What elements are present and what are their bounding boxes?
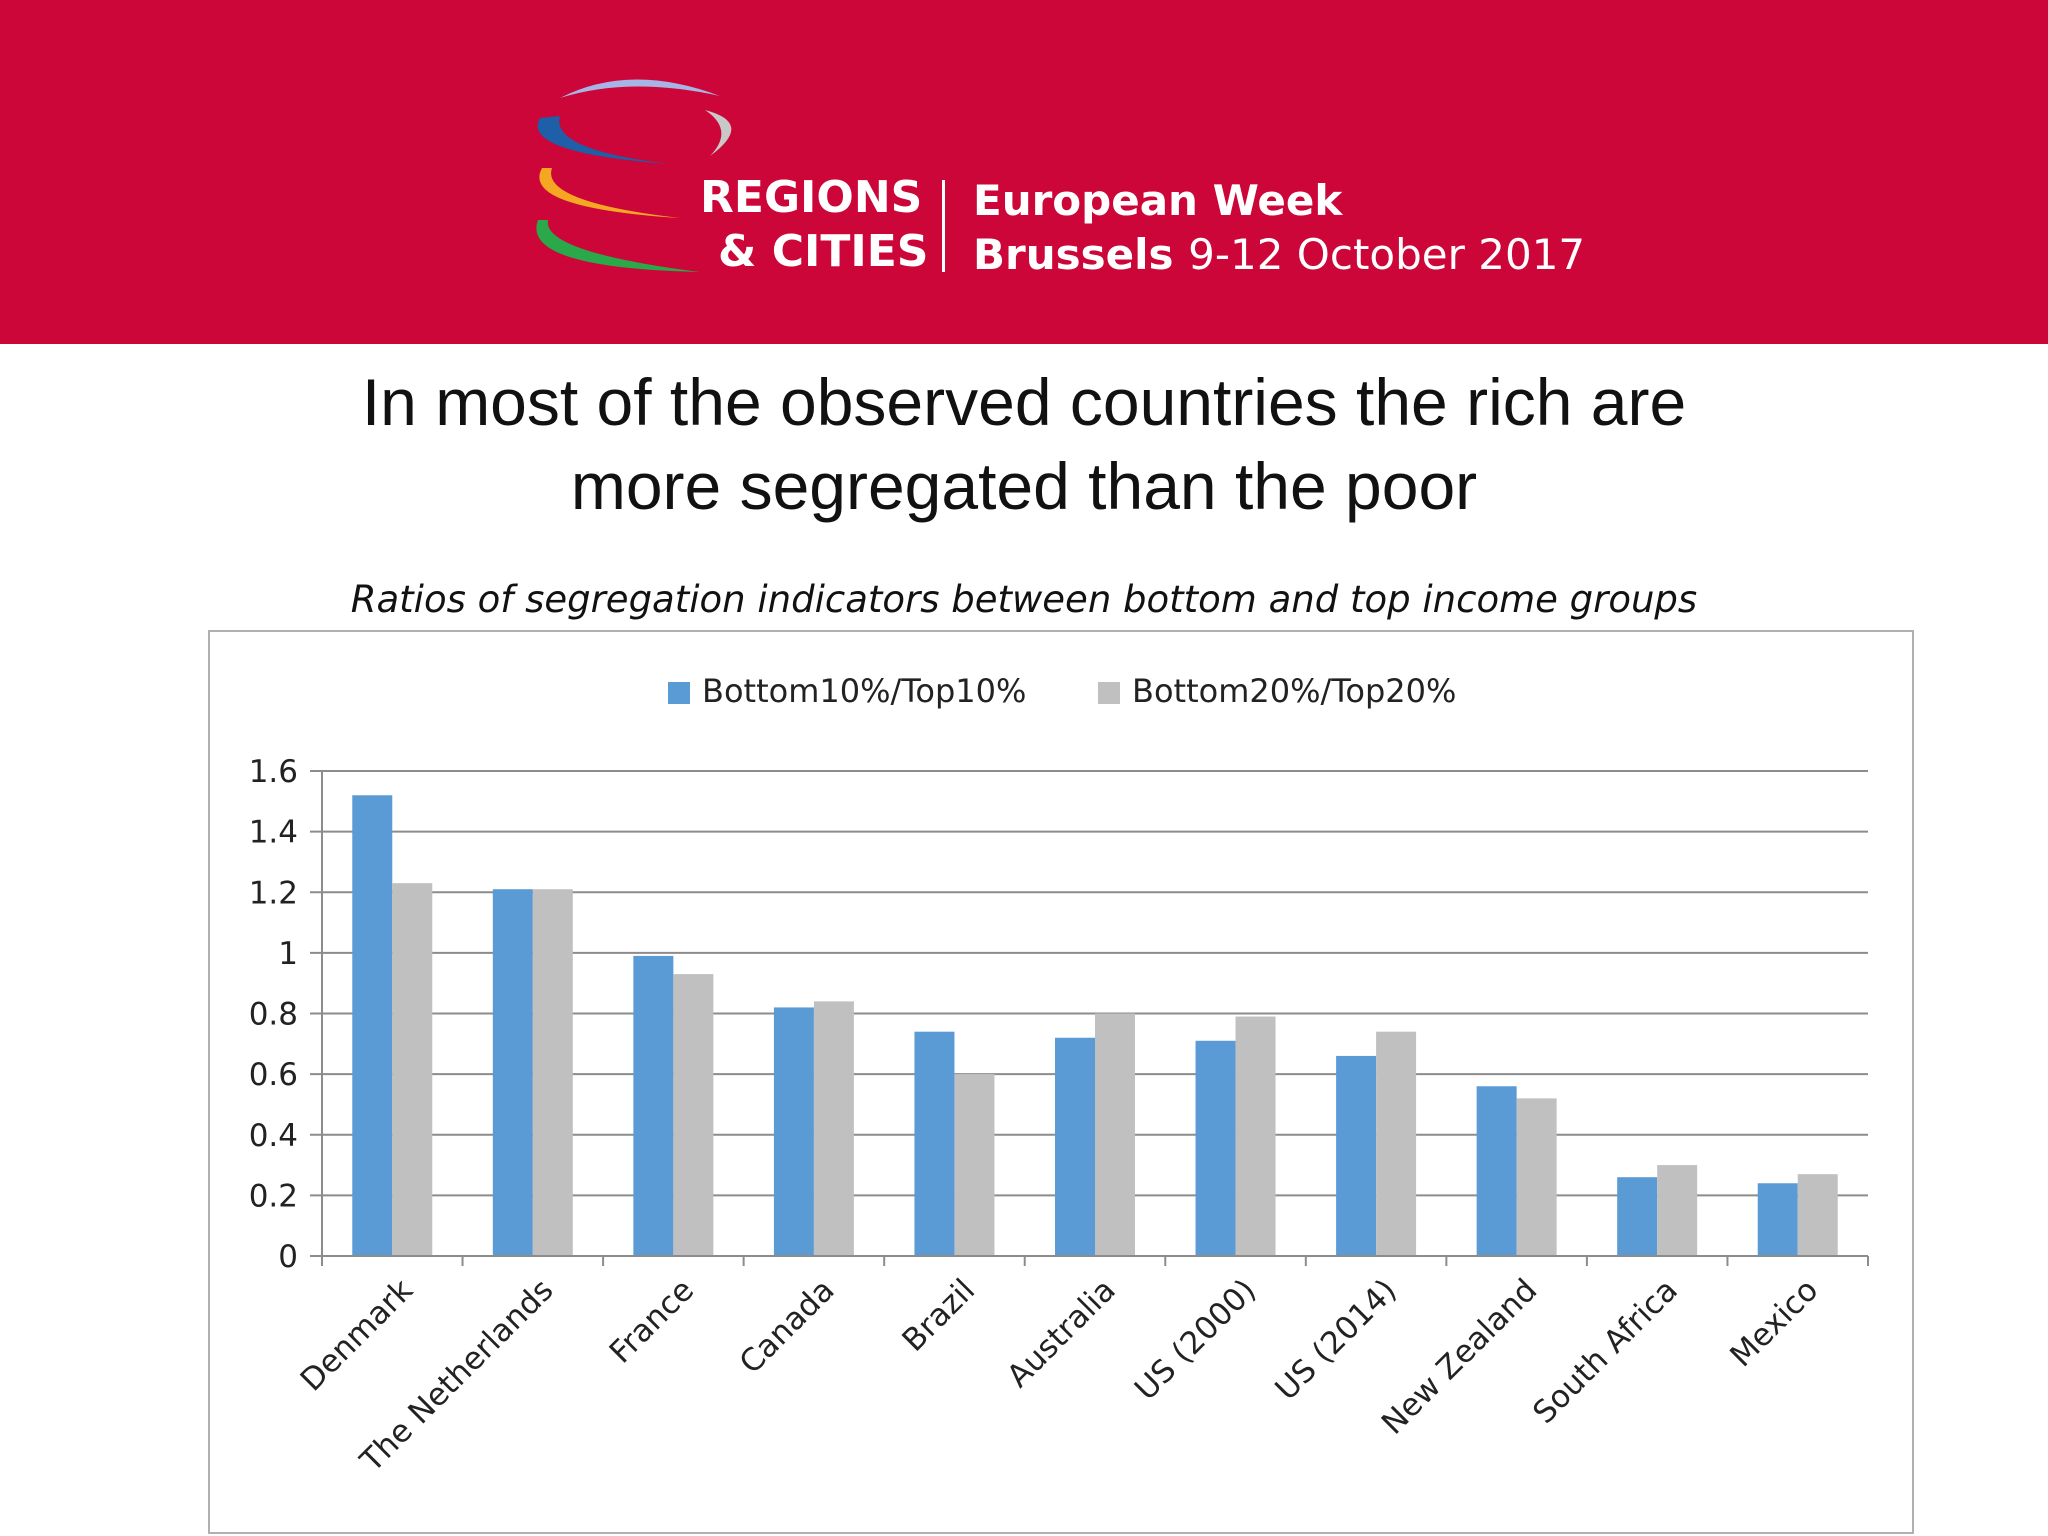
y-tick-label: 1.6 [249, 754, 298, 790]
x-category-label: France [603, 1272, 701, 1370]
event-city: Brussels [973, 230, 1174, 279]
logo-swoosh-lavender [560, 79, 720, 98]
bar-bottom10-top10 [1195, 1040, 1236, 1256]
x-category-label: Mexico [1723, 1272, 1825, 1374]
bar-bottom20-top20 [954, 1074, 995, 1256]
x-category-label: US (2014) [1268, 1272, 1403, 1407]
slide-title-line2: more segregated than the poor [570, 449, 1478, 523]
logo-swoosh-green [536, 220, 700, 272]
logo-text-cities: & CITIES [718, 226, 929, 277]
bar-bottom20-top20 [1095, 1013, 1135, 1256]
legend-label-bottom10-top10: Bottom10%/Top10% [702, 672, 1026, 710]
event-name: European Week [973, 176, 1343, 225]
bar-bottom10-top10 [1336, 1055, 1377, 1256]
bar-bottom10-top10 [914, 1031, 955, 1256]
y-tick-label: 0.6 [249, 1057, 298, 1093]
bar-bottom20-top20 [1516, 1098, 1557, 1256]
bar-bottom10-top10 [1476, 1086, 1517, 1256]
bar-bottom10-top10 [1617, 1177, 1658, 1256]
x-category-label: Brazil [895, 1272, 982, 1359]
bar-bottom20-top20 [813, 1001, 854, 1256]
bar-bottom20-top20 [392, 883, 433, 1256]
bar-bottom10-top10 [1757, 1183, 1798, 1256]
event-dates: 9-12 October 2017 [1188, 230, 1586, 279]
y-tick-label: 0.4 [249, 1118, 298, 1154]
bar-bottom10-top10 [633, 955, 674, 1256]
logo-swoosh-blue [537, 116, 670, 164]
y-tick-label: 1 [278, 936, 298, 972]
y-tick-label: 0.2 [249, 1178, 298, 1214]
x-category-label: US (2000) [1128, 1272, 1263, 1407]
y-tick-label: 1.2 [249, 875, 298, 911]
bar-bottom10-top10 [492, 889, 533, 1256]
bar-bottom20-top20 [673, 974, 714, 1256]
event-location-dates: Brussels 9-12 October 2017 [973, 230, 1585, 279]
chart-subtitle: Ratios of segregation indicators between… [350, 578, 1698, 621]
logo-swoosh-orange [539, 168, 680, 218]
y-tick-label: 1.4 [249, 815, 298, 851]
y-tick-label: 0 [278, 1239, 298, 1275]
legend-swatch-bottom10-top10 [668, 682, 690, 704]
bar-bottom20-top20 [1235, 1016, 1276, 1256]
legend-swatch-bottom20-top20 [1098, 682, 1120, 704]
bar-bottom10-top10 [352, 795, 393, 1256]
header-banner: REGIONS & CITIES European Week Brussels … [0, 0, 2048, 344]
x-category-label: South Africa [1526, 1272, 1685, 1431]
y-tick-label: 0.8 [249, 997, 298, 1033]
logo-swoosh-grey [705, 110, 732, 156]
bar-bottom20-top20 [1657, 1165, 1698, 1256]
bar-bottom10-top10 [1055, 1037, 1095, 1256]
logo-text-regions: REGIONS [700, 172, 923, 223]
x-category-label: Canada [733, 1272, 842, 1381]
logo-divider [942, 180, 945, 272]
bar-bottom10-top10 [773, 1007, 814, 1256]
slide-title: In most of the observed countries the ri… [0, 360, 2048, 528]
bar-bottom20-top20 [1376, 1031, 1417, 1256]
legend-label-bottom20-top20: Bottom20%/Top20% [1132, 672, 1456, 710]
bar-bottom20-top20 [1797, 1174, 1838, 1256]
regions-cities-logo-icon [536, 79, 732, 272]
bar-bottom20-top20 [532, 889, 573, 1256]
slide-title-line1: In most of the observed countries the ri… [361, 365, 1687, 439]
x-category-label: Australia [1000, 1272, 1122, 1394]
x-category-label: Denmark [294, 1272, 420, 1398]
